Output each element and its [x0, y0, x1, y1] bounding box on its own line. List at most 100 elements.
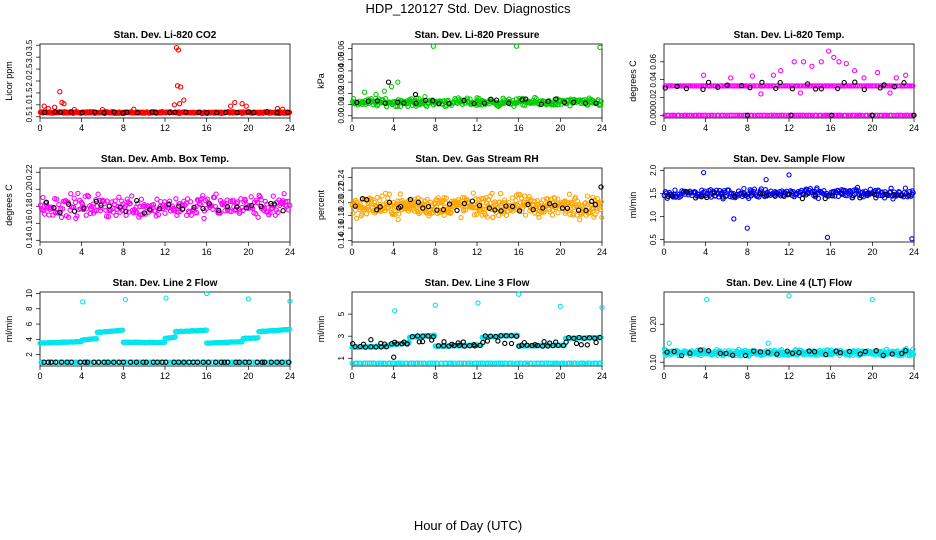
panel-6: Stan. Dev. Sample Flow ml/min 0 4 8 12 16 20 24 0… [628, 154, 919, 257]
data-point [709, 112, 715, 118]
y-tick-label: 1.5 [649, 187, 658, 199]
data-point [104, 198, 110, 204]
data-point [140, 359, 146, 365]
data-point [420, 205, 426, 211]
data-point [496, 212, 502, 219]
data-point [255, 334, 261, 341]
data-point [255, 214, 261, 220]
data-point [838, 190, 845, 197]
data-point [788, 112, 794, 118]
data-point [98, 202, 104, 208]
data-point [413, 100, 419, 106]
data-point [357, 343, 363, 350]
data-point [178, 359, 184, 365]
data-point [243, 103, 249, 109]
data-point [274, 110, 280, 116]
data-point [375, 360, 381, 366]
data-point [397, 360, 403, 366]
data-point [599, 214, 605, 221]
data-point [717, 350, 723, 357]
data-point [58, 206, 64, 212]
data-point [414, 333, 421, 339]
data-point [401, 100, 407, 106]
x-tick-label: 4 [79, 123, 84, 133]
data-point [425, 333, 431, 339]
data-point [141, 210, 148, 216]
data-point [471, 100, 477, 107]
data-point [436, 100, 442, 107]
data-point [522, 212, 529, 218]
data-point [864, 112, 870, 118]
data-point [534, 342, 541, 349]
data-point [213, 191, 219, 197]
data-point [85, 193, 92, 200]
x-tick-label: 4 [391, 371, 396, 381]
data-point [420, 360, 427, 366]
data-point [380, 360, 387, 366]
data-point [509, 203, 516, 210]
data-point [874, 69, 881, 76]
data-point [272, 212, 279, 218]
data-point [41, 211, 48, 217]
data-points [661, 169, 916, 242]
data-point [547, 201, 553, 207]
data-point [768, 83, 774, 89]
x-tick-label: 4 [79, 371, 84, 381]
x-tick-label: 0 [37, 371, 42, 381]
data-point [42, 109, 48, 116]
data-point [772, 193, 778, 199]
data-point [254, 199, 261, 206]
data-point [233, 359, 239, 365]
data-point [407, 196, 414, 203]
data-point [456, 342, 462, 348]
data-point [803, 112, 810, 118]
data-point [183, 109, 189, 115]
data-point [842, 112, 849, 118]
data-point [577, 217, 583, 223]
data-point [239, 101, 245, 107]
data-point [903, 348, 909, 354]
data-point [54, 196, 60, 202]
data-point [454, 207, 460, 214]
data-point [213, 359, 219, 365]
data-point [174, 83, 181, 89]
x-tick-label: 16 [826, 123, 836, 133]
data-point [825, 83, 831, 89]
data-point [806, 348, 812, 354]
data-point [495, 204, 501, 211]
x-tick-label: 8 [433, 123, 438, 133]
data-point [778, 193, 784, 199]
data-point [120, 359, 127, 365]
data-point [415, 199, 422, 205]
data-point [909, 236, 915, 242]
data-point [163, 295, 169, 301]
x-tick-label: 8 [433, 247, 438, 257]
data-point [133, 359, 140, 365]
data-point [818, 86, 824, 92]
data-point [434, 207, 440, 213]
y-axis-label: ml/min [4, 316, 14, 343]
data-point [39, 359, 45, 365]
x-tick-label: 24 [909, 247, 919, 257]
data-point [51, 205, 57, 211]
data-point [903, 72, 909, 78]
data-point [275, 209, 281, 216]
y-tick-label: 10 [25, 289, 34, 298]
y-tick-label: 1.5 [25, 87, 34, 99]
data-point [280, 198, 286, 204]
data-point [723, 350, 729, 357]
data-point [513, 197, 519, 204]
data-point [553, 96, 559, 102]
data-points [37, 190, 293, 222]
data-point [515, 332, 521, 339]
data-point [552, 202, 558, 208]
x-tick-label: 12 [160, 123, 170, 133]
data-points [662, 48, 917, 118]
data-point [897, 112, 903, 118]
data-point [700, 169, 707, 176]
data-point [155, 211, 162, 218]
data-point [153, 109, 159, 116]
data-point [40, 194, 46, 201]
data-point [377, 197, 383, 204]
data-point [373, 91, 379, 98]
